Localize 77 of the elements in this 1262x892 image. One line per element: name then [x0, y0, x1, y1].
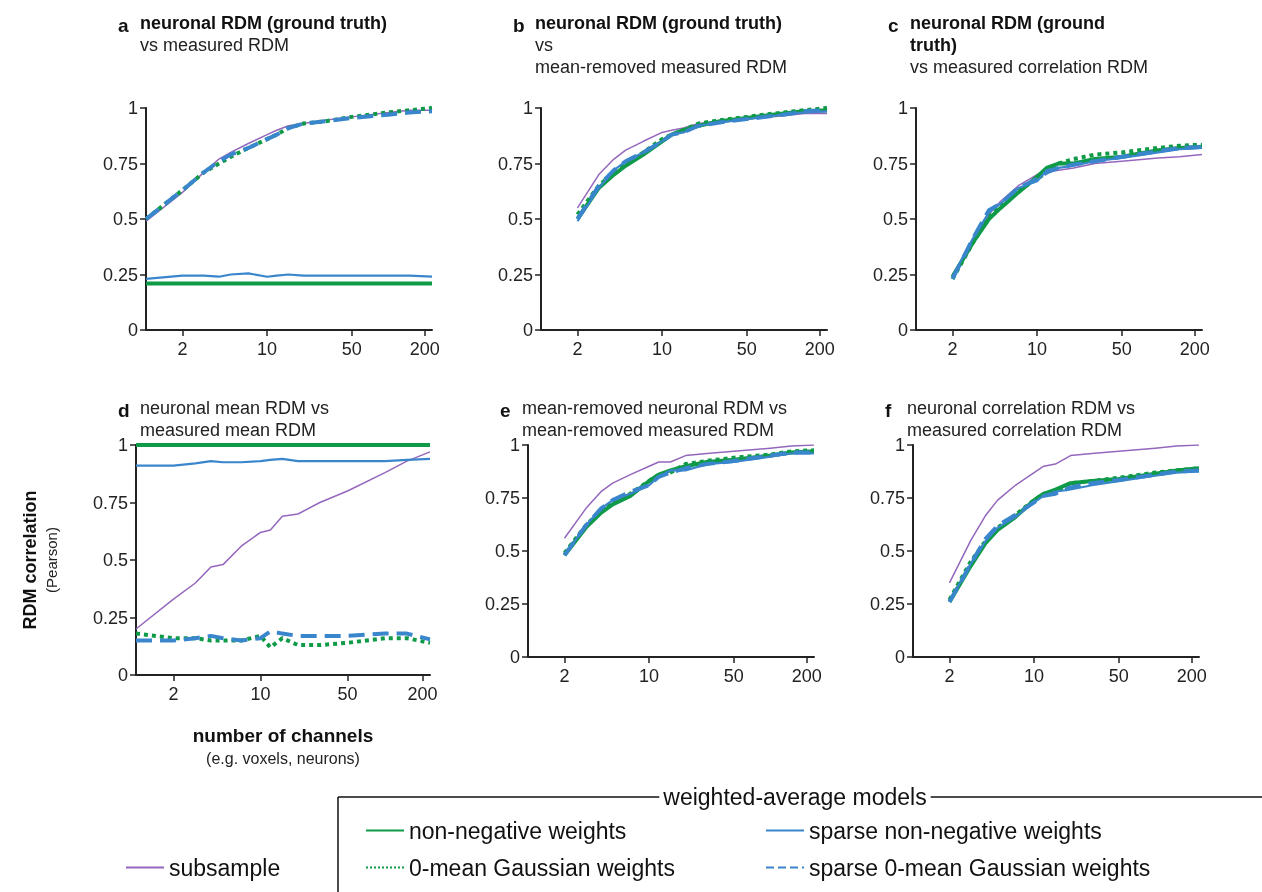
y-tick-label: 0 [117, 665, 128, 685]
y-tick-label: 0.25 [102, 264, 139, 285]
y-tick-label: 1 [117, 435, 128, 455]
x-tick-label: 10 [652, 339, 673, 359]
y-tick-label: 0 [895, 647, 906, 667]
y-tick-label: 0.5 [102, 550, 128, 570]
x-tick-label: 50 [341, 339, 362, 359]
x-tick-label: 10 [257, 339, 278, 359]
chart-title: neuronal RDM (ground truth) [910, 13, 1110, 55]
text: b [513, 15, 525, 36]
x-tick-label: 2 [168, 684, 179, 704]
text: d [118, 400, 130, 421]
legend-label: 0-mean Gaussian weights [409, 854, 675, 881]
x-tick-label: 50 [1108, 666, 1129, 686]
y-tick-label: 0.25 [484, 594, 521, 614]
x-tick-label: 50 [1111, 339, 1132, 359]
y-tick-label: 0.5 [883, 209, 909, 229]
x-tick-label: 10 [1027, 339, 1048, 359]
x-tick-label: 50 [736, 339, 757, 359]
x-tick-label: 10 [1024, 666, 1045, 686]
y-tick-label: 0.75 [497, 153, 534, 174]
x-tick-label: 2 [947, 339, 958, 359]
text: a [118, 15, 129, 36]
x-axis-title: number of channels (e.g. voxels, neurons) [192, 724, 374, 767]
chart-subtitle: vs mean-removed measured RDM [535, 35, 788, 77]
x-tick-label: 50 [337, 684, 358, 704]
x-tick-label: 200 [1179, 339, 1210, 359]
x-tick-label: 2 [572, 339, 583, 359]
legend-title: weighted-average models [662, 784, 927, 810]
chart-title: neuronal RDM (ground truth) [535, 13, 782, 33]
x-tick-label: 200 [1176, 666, 1207, 686]
x-tick-label: 2 [559, 666, 570, 686]
x-tick-label: 200 [804, 339, 835, 359]
x-tick-label: 2 [944, 666, 955, 686]
y-tick-label: 0.75 [484, 488, 521, 508]
legend-label: sparse non-negative weights [809, 817, 1102, 844]
y-tick-label: 0.75 [872, 153, 909, 174]
y-tick-label: 0 [510, 647, 521, 667]
x-tick-label: 2 [177, 339, 188, 359]
legend-label: sparse 0-mean Gaussian weights [809, 854, 1151, 881]
y-tick-label: 0.5 [495, 541, 521, 561]
y-tick-label: 0.25 [497, 264, 534, 285]
y-tick-label: 0.25 [92, 607, 128, 628]
chart-title: neuronal RDM (ground truth) [140, 13, 387, 33]
y-tick-label: 0.25 [872, 264, 909, 285]
y-tick-label: 0.5 [113, 209, 139, 229]
chart-subtitle: vs measured correlation RDM [910, 57, 1149, 77]
legend-label: subsample [169, 854, 281, 881]
y-tick-label: 0 [898, 320, 909, 340]
y-tick-label: 0.75 [92, 492, 128, 513]
chart-subtitle: vs measured RDM [140, 35, 290, 55]
x-tick-label: 200 [407, 684, 438, 704]
y-axis-title: RDM correlation (Pearson) [20, 490, 60, 630]
x-tick-label: 50 [723, 666, 744, 686]
chart-subtitle: mean-removed neuronal RDM vs mean-removed measured RDM [522, 398, 788, 440]
chart-subtitle: neuronal mean RDM vs measured mean RDM [140, 398, 330, 440]
y-tick-label: 0.75 [869, 488, 906, 508]
y-tick-label: 0.75 [102, 153, 139, 174]
y-tick-label: 1 [523, 98, 534, 118]
y-tick-label: 0 [128, 320, 139, 340]
y-tick-label: 1 [895, 435, 906, 455]
chart-subtitle: neuronal correlation RDM vs measured correlation RDM [907, 398, 1136, 440]
y-tick-label: 0 [523, 320, 534, 340]
text: c [888, 15, 899, 36]
y-tick-label: 0.25 [869, 594, 906, 614]
y-tick-label: 1 [128, 98, 139, 118]
y-tick-label: 0.5 [508, 209, 534, 229]
text: e [500, 400, 511, 421]
x-tick-label: 10 [250, 684, 271, 704]
x-tick-label: 200 [791, 666, 822, 686]
x-tick-label: 10 [639, 666, 660, 686]
y-tick-label: 0.5 [880, 541, 906, 561]
y-tick-label: 1 [510, 435, 521, 455]
text: f [885, 400, 892, 421]
legend-label: non-negative weights [409, 817, 627, 844]
y-tick-label: 1 [898, 98, 909, 118]
x-tick-label: 200 [409, 339, 440, 359]
